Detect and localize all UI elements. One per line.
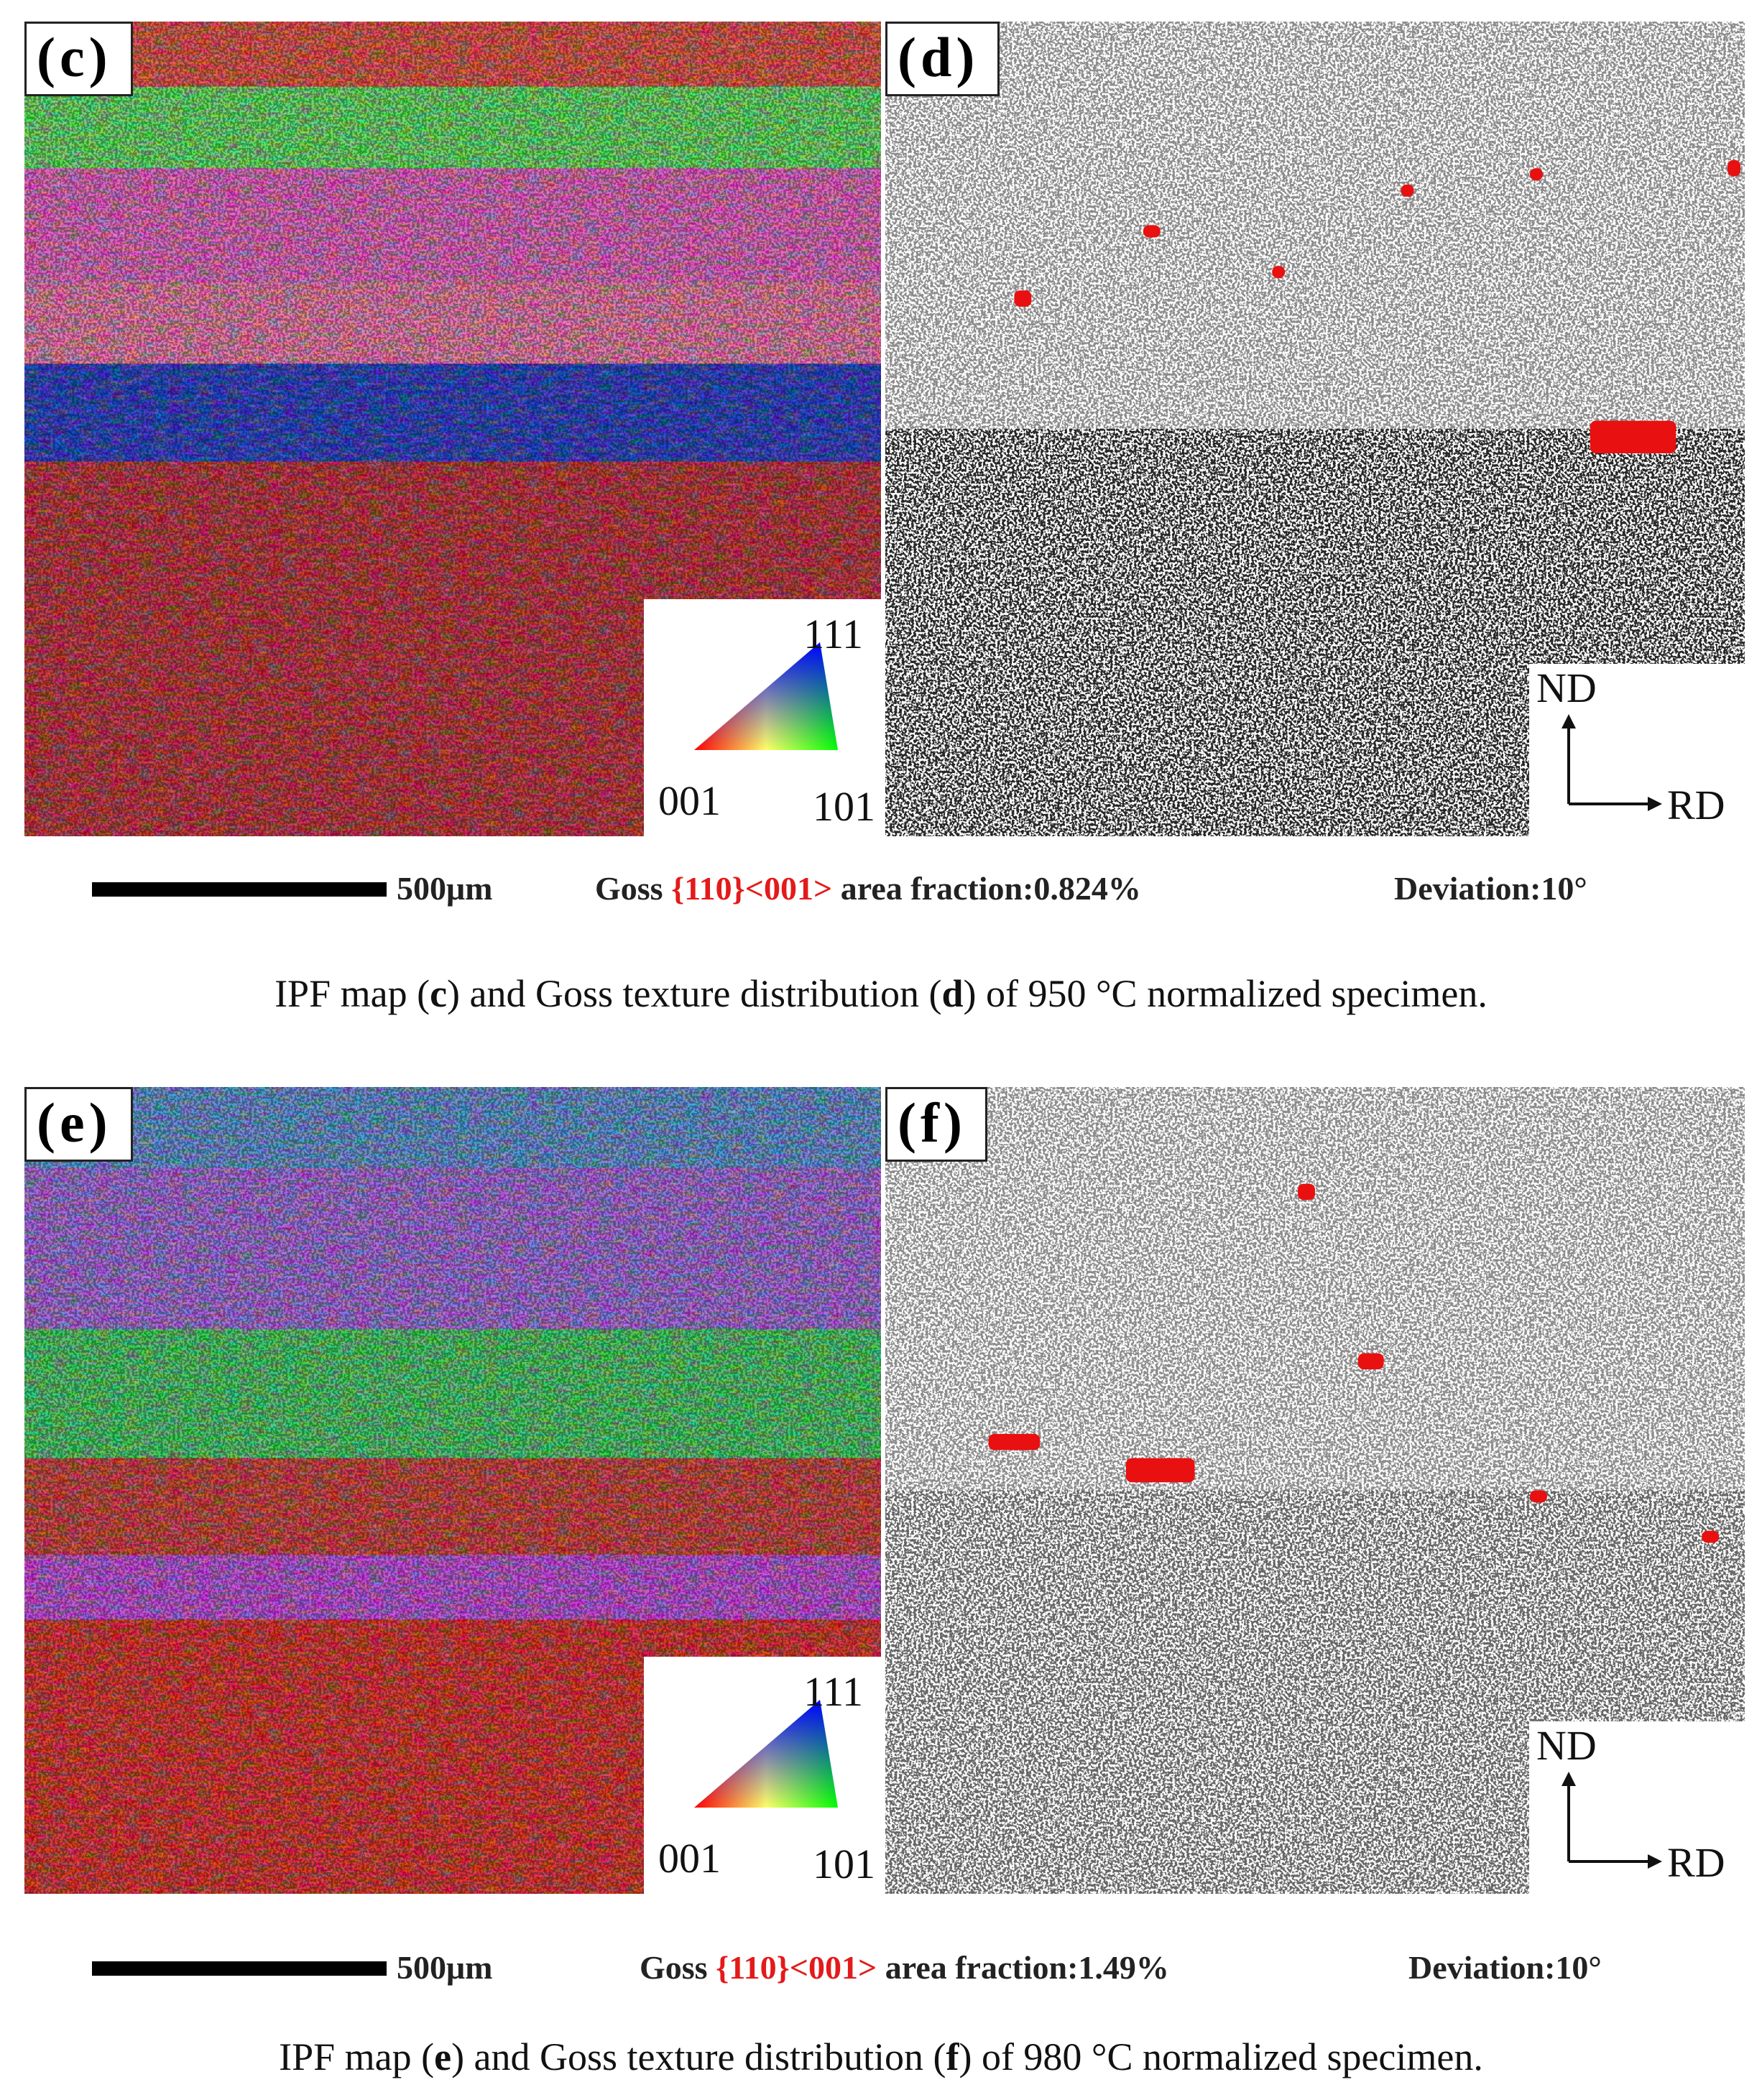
goss-orientation: {110}<001> — [671, 870, 833, 907]
goss-grain — [1125, 1458, 1195, 1483]
scale-bar-label: 500μm — [397, 870, 493, 907]
triangle — [694, 642, 838, 750]
caption-part: d — [941, 972, 964, 1015]
ipf-map: 111 001 101 (c) — [24, 22, 881, 836]
legend-top: 111 — [803, 611, 863, 657]
nd-head — [1562, 714, 1576, 728]
goss-fraction: Goss {110}<001> area fraction:0.824% — [595, 869, 1141, 907]
legend-right: 101 — [813, 1841, 875, 1887]
axes-arrows — [1562, 1772, 1662, 1869]
panel-label: (d) — [885, 22, 1000, 96]
rd-head — [1648, 797, 1662, 811]
legend-right: 101 — [813, 783, 875, 830]
caption-part: ) and Goss texture distribution ( — [447, 972, 942, 1015]
nd-label: ND — [1536, 665, 1597, 711]
direction-axes: ND RD — [1529, 1721, 1745, 1894]
ipf-triangle — [694, 1700, 838, 1808]
caption-part: f — [946, 2035, 959, 2078]
legend-left: 001 — [658, 1835, 721, 1882]
goss-grain — [1590, 420, 1676, 454]
goss-map: ND RD (d) — [885, 22, 1745, 836]
goss-grain — [1530, 168, 1543, 181]
rd-label: RD — [1667, 1839, 1725, 1886]
triangle — [694, 1700, 838, 1808]
goss-prefix: Goss — [595, 870, 663, 907]
caption: IPF map (c) and Goss texture distributio… — [0, 971, 1762, 1016]
legend-left: 001 — [658, 777, 721, 824]
boundaries-light — [885, 22, 1745, 429]
caption-part: IPF map ( — [275, 972, 430, 1015]
goss-prefix: Goss — [640, 1949, 708, 1986]
scale-bar-label: 500μm — [397, 1949, 493, 1986]
ipf-legend: 111 001 101 — [644, 599, 881, 836]
goss-grain — [1272, 266, 1286, 279]
scale-bar — [92, 882, 387, 897]
goss-fraction-value: area fraction:1.49% — [885, 1949, 1169, 1986]
direction-axes: ND RD — [1529, 664, 1745, 836]
goss-grain — [1401, 184, 1414, 197]
rd-label: RD — [1667, 782, 1725, 828]
goss-map: ND RD (f) — [885, 1087, 1745, 1894]
axes-arrows — [1562, 714, 1662, 811]
nd-label: ND — [1536, 1722, 1597, 1769]
nd-head — [1562, 1772, 1576, 1786]
caption-part: ) and Goss texture distribution ( — [451, 2035, 946, 2078]
caption: IPF map (e) and Goss texture distributio… — [0, 2035, 1762, 2079]
goss-grain — [1298, 1183, 1315, 1201]
goss-grain — [1728, 159, 1741, 177]
goss-grain — [1014, 290, 1032, 307]
panel-label: (e) — [24, 1087, 133, 1162]
goss-orientation: {110}<001> — [716, 1949, 877, 1986]
caption-part: e — [434, 2035, 452, 2078]
ipf-triangle — [694, 642, 838, 750]
caption-part: ) of 950 °C normalized specimen. — [963, 972, 1487, 1015]
panel-label: (c) — [24, 22, 133, 96]
ipf-map: 111 001 101 (e) — [24, 1087, 881, 1894]
triangle-blue — [694, 642, 838, 750]
goss-grain — [1357, 1353, 1384, 1370]
ipf-legend: 111 001 101 — [644, 1657, 881, 1894]
deviation: Deviation:10° — [1408, 1949, 1602, 1986]
triangle-blue — [694, 1700, 838, 1808]
goss-grain — [1530, 1490, 1547, 1503]
goss-grain — [1702, 1530, 1720, 1543]
goss-grain — [1143, 225, 1161, 238]
caption-part: c — [430, 972, 448, 1015]
goss-fraction-value: area fraction:0.824% — [840, 870, 1141, 907]
scale-bar — [92, 1961, 387, 1976]
goss-grain — [988, 1433, 1041, 1451]
panel-label: (f) — [885, 1087, 987, 1162]
rd-head — [1648, 1854, 1662, 1869]
caption-part: ) of 980 °C normalized specimen. — [959, 2035, 1483, 2078]
goss-fraction: Goss {110}<001> area fraction:1.49% — [640, 1948, 1169, 1986]
boundaries-light — [885, 1087, 1745, 1491]
deviation: Deviation:10° — [1394, 870, 1587, 907]
legend-top: 111 — [803, 1668, 863, 1715]
caption-part: IPF map ( — [279, 2035, 435, 2078]
